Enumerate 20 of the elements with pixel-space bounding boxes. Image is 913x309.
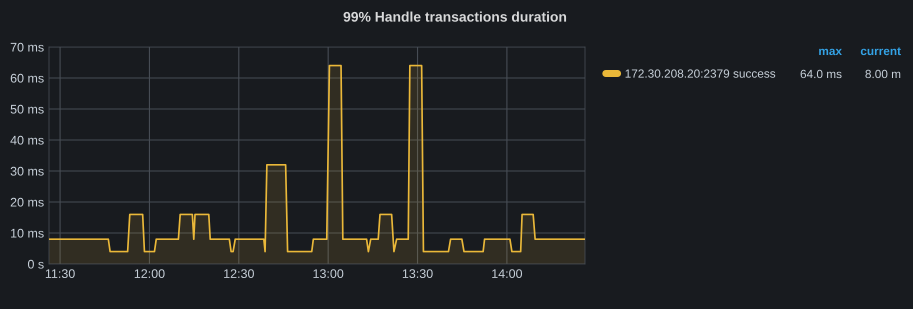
x-tick-label: 12:00 — [134, 269, 165, 278]
text: current — [860, 47, 901, 56]
x-tick-label: 14:00 — [492, 269, 522, 278]
x-tick-label: 11:30 — [46, 269, 75, 278]
y-tick-label: 20 ms — [10, 198, 44, 207]
y-tick-label: 40 ms — [10, 136, 44, 145]
text: 8.00 m — [865, 70, 900, 78]
x-tick-label: 13:00 — [313, 269, 344, 278]
y-tick-label: 0 s — [28, 260, 44, 269]
y-tick-label: 60 ms — [10, 74, 44, 83]
y-tick-label: 30 ms — [10, 166, 44, 176]
y-tick-label: 50 ms — [10, 104, 44, 114]
legend-label: 172.30.208.20:2379 success — [626, 69, 776, 78]
text: 64.0 ms — [800, 70, 842, 78]
y-tick-label: 10 ms — [11, 228, 44, 238]
x-tick-label: 12:30 — [224, 269, 254, 278]
chart-title: 99% Handle transactions duration — [344, 12, 566, 22]
text: max — [819, 48, 842, 56]
x-tick-label: 13:30 — [402, 269, 433, 278]
y-tick-label: 70 ms — [10, 42, 44, 52]
